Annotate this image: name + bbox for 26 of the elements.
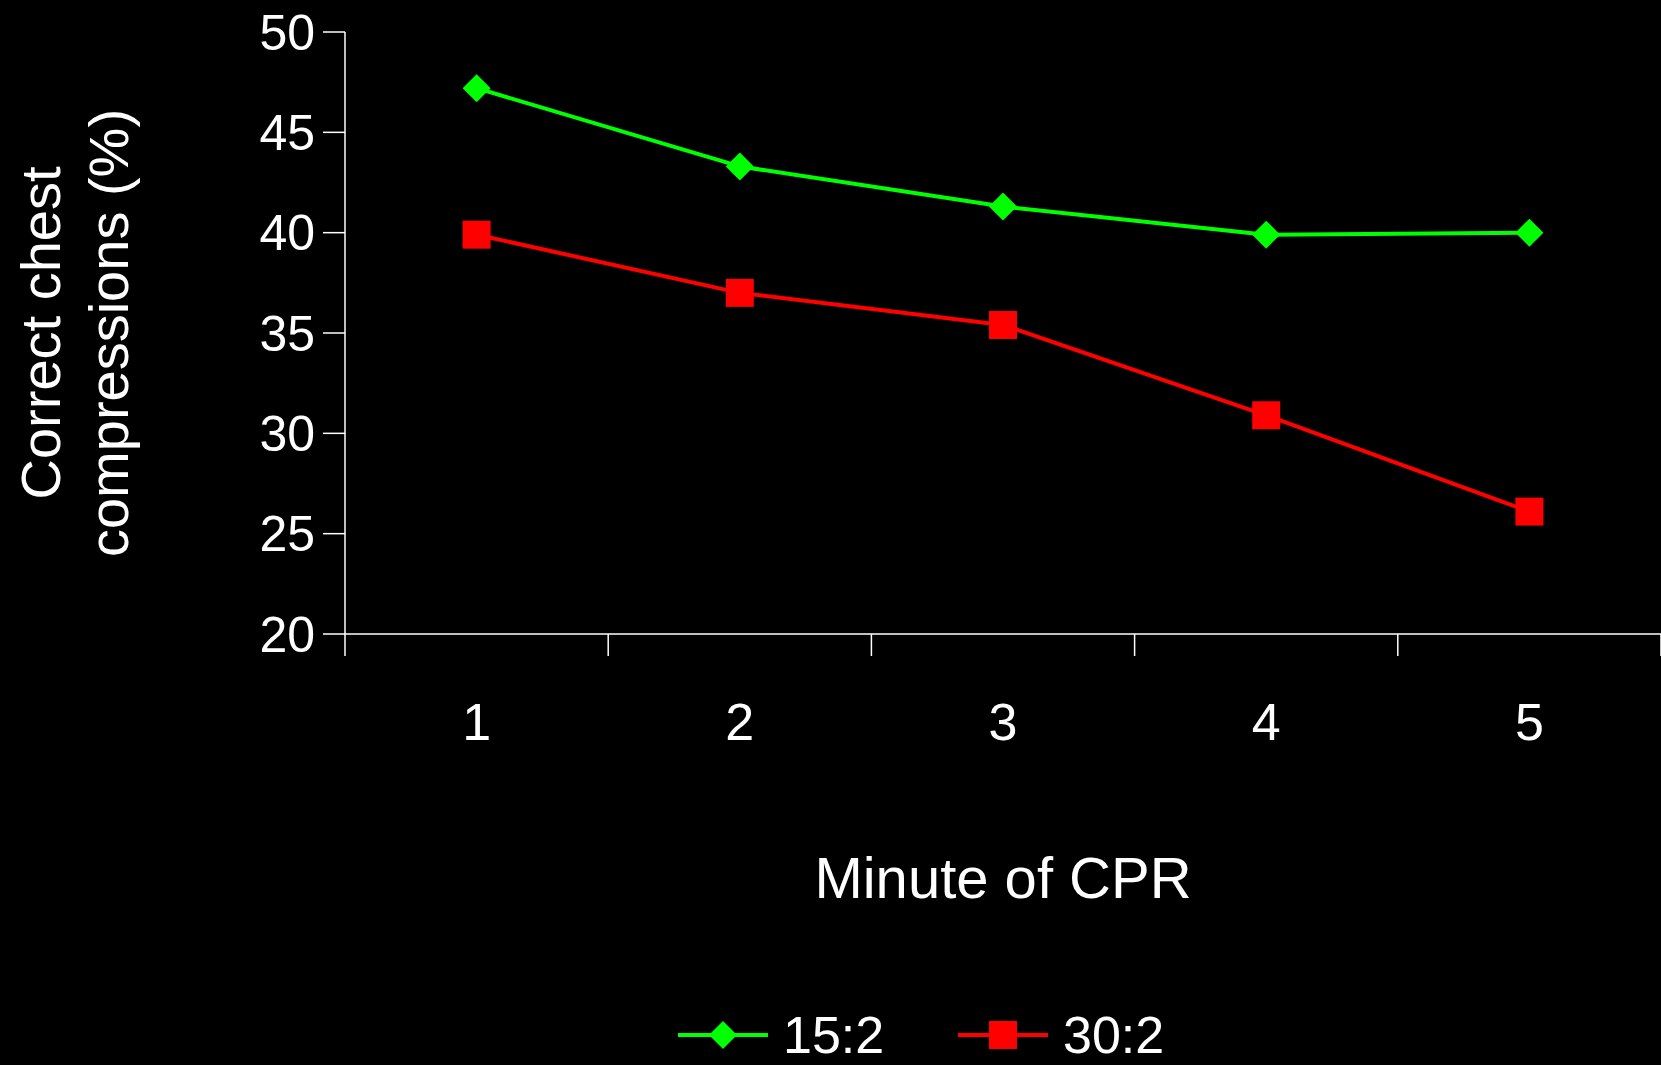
y-tick-label: 50 bbox=[259, 4, 315, 61]
point bbox=[462, 74, 491, 103]
y-axis-title: Correct chest compressions (%) bbox=[9, 108, 140, 558]
y-tick-label: 45 bbox=[259, 104, 315, 161]
y-tick-label: 30 bbox=[259, 405, 315, 462]
legend-label: 15:2 bbox=[783, 1006, 885, 1065]
y-tick-label: 40 bbox=[259, 205, 315, 262]
point bbox=[725, 278, 754, 307]
legend-label: 30:2 bbox=[1063, 1006, 1165, 1065]
point bbox=[1252, 401, 1281, 430]
point bbox=[725, 152, 754, 181]
point bbox=[1252, 220, 1281, 249]
x-axis-title: Minute of CPR bbox=[814, 845, 1192, 910]
point bbox=[989, 310, 1017, 339]
point bbox=[1515, 218, 1544, 247]
x-tick-label: 3 bbox=[988, 693, 1018, 751]
point bbox=[989, 192, 1017, 221]
x-tick-label: 5 bbox=[1514, 693, 1544, 751]
y-tick-label: 25 bbox=[259, 506, 315, 563]
y-tick-label: 35 bbox=[259, 305, 315, 362]
point bbox=[462, 220, 491, 249]
x-tick-label: 2 bbox=[725, 693, 755, 751]
point bbox=[1515, 497, 1544, 526]
x-tick-label: 4 bbox=[1251, 693, 1281, 751]
x-tick-label: 1 bbox=[462, 693, 492, 751]
y-tick-label: 20 bbox=[259, 606, 315, 663]
